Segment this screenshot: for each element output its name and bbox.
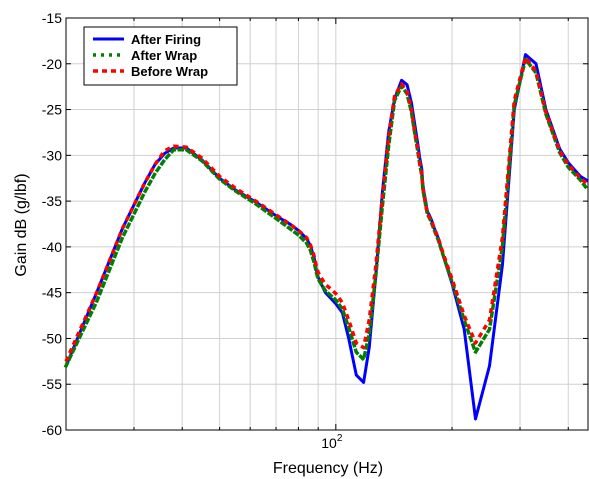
grid — [65, 17, 589, 431]
legend-label: After Firing — [131, 32, 201, 47]
legend-label: After Wrap — [131, 48, 197, 63]
y-tick-label: -35 — [42, 193, 62, 209]
y-tick-label: -20 — [42, 56, 62, 72]
legend-label: Before Wrap — [131, 64, 208, 79]
x-tick-label: 102 — [321, 433, 343, 451]
y-tick-label: -15 — [42, 10, 62, 26]
y-axis-label: Gain dB (g/lbf) — [13, 173, 30, 276]
y-tick-label: -40 — [42, 239, 62, 255]
plot-area — [63, 53, 589, 421]
plot-frame — [65, 17, 589, 431]
y-tick-label: -30 — [42, 147, 62, 163]
x-axis: 102 — [133, 18, 569, 451]
y-axis: -15 -20 -25 -30 -35 -40 -45 -50 -55 -60 — [42, 10, 588, 438]
y-tick-label: -60 — [42, 422, 62, 438]
y-tick-label: -55 — [42, 376, 62, 392]
series-line-before-wrap — [64, 55, 589, 363]
x-axis-label: Frequency (Hz) — [273, 460, 383, 477]
y-tick-label: -50 — [42, 330, 62, 346]
y-tick-label: -25 — [42, 102, 62, 118]
y-tick-label: -45 — [42, 285, 62, 301]
